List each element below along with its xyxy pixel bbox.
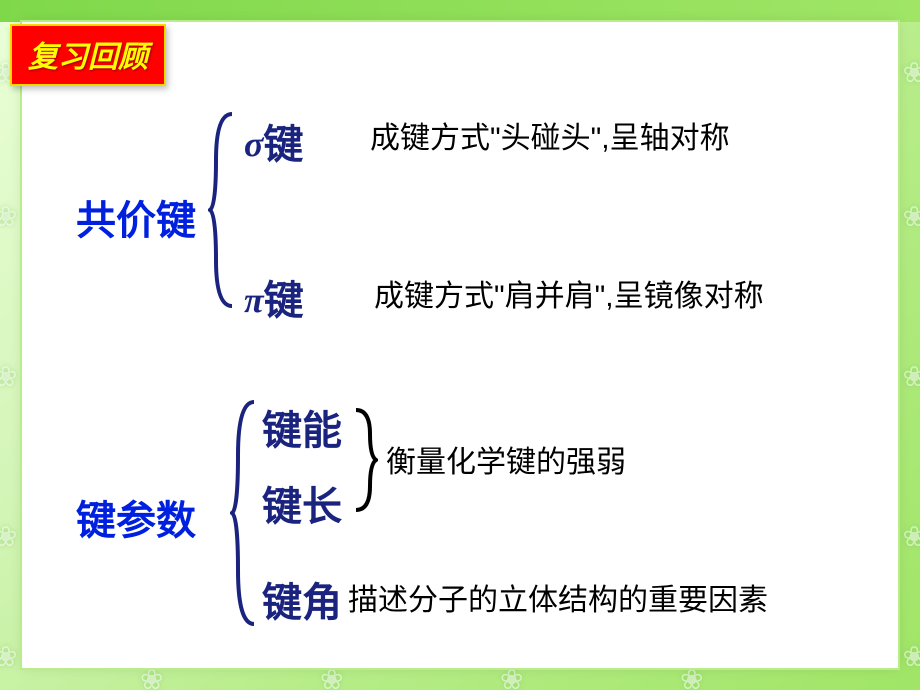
- pi-bond-desc: 成键方式"肩并肩",呈镜像对称: [374, 276, 814, 318]
- bond-angle-label: 键角: [262, 570, 342, 628]
- pi-bond-text: 键: [264, 279, 304, 323]
- title-banner-text: 复习回顾: [28, 41, 148, 74]
- root-bond-params: 键参数: [76, 488, 196, 546]
- bond-energy-label: 键能: [262, 398, 342, 456]
- title-banner: 复习回顾: [10, 24, 166, 86]
- brace-close-icon: [354, 406, 378, 514]
- brace-icon: [208, 110, 236, 310]
- sigma-bond-label: σ键: [244, 112, 303, 170]
- pi-bond-label: π键: [244, 268, 304, 326]
- clover-icon: ❀: [903, 200, 920, 233]
- bond-strength-desc: 衡量化学键的强弱: [386, 442, 626, 484]
- clover-icon: ❀: [903, 520, 920, 553]
- sigma-bond-text: 键: [263, 123, 303, 167]
- clover-icon: ❀: [903, 360, 920, 393]
- sigma-bond-desc: 成键方式"头碰头",呈轴对称: [370, 118, 810, 160]
- clover-icon: ❀: [0, 200, 17, 233]
- clover-icon: ❀: [903, 640, 920, 673]
- bond-length-label: 键长: [262, 474, 342, 532]
- sigma-symbol: σ: [244, 124, 263, 164]
- top-decor-band: [0, 0, 920, 22]
- clover-icon: ❀: [903, 56, 920, 89]
- root-covalent-bond: 共价键: [76, 188, 196, 246]
- clover-icon: ❀: [0, 360, 17, 393]
- bond-angle-desc: 描述分子的立体结构的重要因素: [348, 580, 768, 622]
- brace-icon: [230, 398, 258, 628]
- clover-icon: ❀: [0, 520, 17, 553]
- pi-symbol: π: [244, 280, 264, 320]
- clover-icon: ❀: [0, 640, 17, 673]
